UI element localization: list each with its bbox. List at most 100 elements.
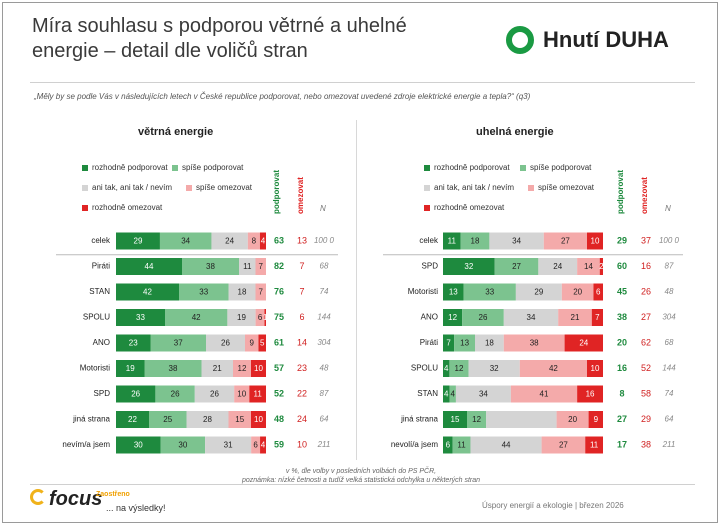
bar-segment [556, 411, 589, 428]
category-label: Motoristi [408, 287, 438, 296]
bar-segment [449, 385, 456, 403]
category-label: STAN [417, 389, 438, 398]
data-label: 32 [490, 364, 499, 373]
bar-segment [194, 385, 235, 403]
data-label: 26 [479, 313, 488, 322]
bar-segment [251, 436, 261, 454]
n-value: 74 [320, 287, 329, 296]
n-value: 64 [320, 415, 329, 424]
data-label: 38 [530, 339, 539, 348]
bar-segment [159, 232, 212, 250]
support-value: 20 [617, 337, 627, 347]
category-label: SPOLU [411, 364, 438, 373]
legend-item: ani tak, ani tak / nevím [82, 183, 172, 192]
legend-label: spíše podporovat [530, 163, 592, 172]
bar-segment [247, 232, 260, 250]
data-label: 8 [252, 237, 257, 246]
data-label: 26 [171, 390, 180, 399]
data-label: 21 [571, 313, 580, 322]
support-value: 29 [617, 235, 627, 245]
focus-logo: focus [30, 488, 102, 511]
support-value: 82 [274, 261, 284, 271]
n-value: 144 [317, 313, 331, 322]
bar-segment [264, 309, 266, 326]
bar-segment [515, 283, 562, 301]
n-value: 144 [662, 364, 676, 373]
legend-label: rozhodně omezovat [434, 203, 505, 212]
data-label: 26 [210, 390, 219, 399]
restrict-value: 22 [297, 388, 307, 398]
bar-segment [494, 258, 539, 275]
bar-segment [206, 334, 245, 352]
bar-segment [228, 283, 256, 301]
data-label: 7 [446, 339, 451, 348]
n-value: 68 [320, 262, 329, 271]
legend-item: spíše omezovat [528, 183, 594, 192]
bar-segment [577, 385, 603, 403]
support-value: 16 [617, 363, 627, 373]
data-label: 15 [235, 415, 244, 424]
n-value: 68 [665, 338, 674, 347]
bar-segment [503, 334, 565, 352]
n-value: 100 0 [659, 236, 680, 245]
data-label: 5 [260, 339, 265, 348]
bar-segment [116, 309, 166, 326]
n-value: 74 [665, 389, 674, 398]
restrict-value: 7 [299, 286, 304, 296]
bar-segment [443, 258, 495, 275]
bar-segment [165, 309, 228, 326]
data-label: 12 [455, 364, 464, 373]
bar-segment [443, 232, 461, 250]
data-label: 42 [143, 288, 152, 297]
bar-segment [116, 411, 149, 428]
bar-segment [116, 258, 182, 275]
data-label: 34 [181, 237, 190, 246]
restrict-value: 23 [297, 363, 307, 373]
legend-label: rozhodně podporovat [92, 163, 168, 172]
data-label: 10 [591, 364, 600, 373]
bar-segment [588, 411, 603, 428]
bar-segment [255, 258, 266, 275]
data-label: 27 [561, 237, 570, 246]
category-label: ANO [93, 338, 110, 347]
bar-segment [443, 385, 450, 403]
data-label: 25 [163, 415, 172, 424]
bar-segment [577, 258, 600, 275]
support-value: 27 [617, 414, 627, 424]
data-label: 32 [464, 262, 473, 271]
data-label: 14 [584, 262, 593, 271]
category-label: SPOLU [83, 313, 110, 322]
bar-segment [455, 385, 511, 403]
bar-segment [543, 232, 587, 250]
footnote-1: v %, dle volby v posledních volbách do P… [285, 468, 437, 475]
slogan-line-1: Zaostřeno [96, 491, 130, 498]
data-label: 11 [243, 262, 252, 271]
data-label: 1 [263, 313, 268, 322]
coal-legend: rozhodně podporovat spíše podporovat ani… [424, 163, 614, 223]
support-value: 45 [617, 286, 627, 296]
bar-segment [233, 360, 251, 377]
bar-segment [467, 411, 487, 428]
bar-segment [558, 309, 592, 326]
data-label: 21 [213, 364, 222, 373]
data-label: 6 [596, 288, 601, 297]
footer-divider [30, 484, 695, 485]
bar-segment [150, 334, 206, 352]
support-value: 76 [274, 286, 284, 296]
support-value: 57 [274, 363, 284, 373]
bar-segment [239, 258, 256, 275]
data-label: 9 [250, 339, 255, 348]
page-title: Míra souhlasu s podporou větrné a uhelné… [32, 15, 407, 62]
data-label: 22 [128, 415, 137, 424]
bar-segment [443, 411, 467, 428]
bar-segment [561, 283, 594, 301]
bar-segment [116, 283, 179, 301]
data-label: 18 [471, 237, 480, 246]
bar-segment [251, 411, 266, 428]
n-value: 48 [320, 364, 329, 373]
support-value: 38 [617, 312, 627, 322]
bar-segment [160, 436, 206, 454]
bar-segment [227, 309, 256, 326]
legend-item: spíše podporovat [520, 163, 591, 172]
duha-brand-text: Hnutí DUHA [543, 27, 669, 52]
